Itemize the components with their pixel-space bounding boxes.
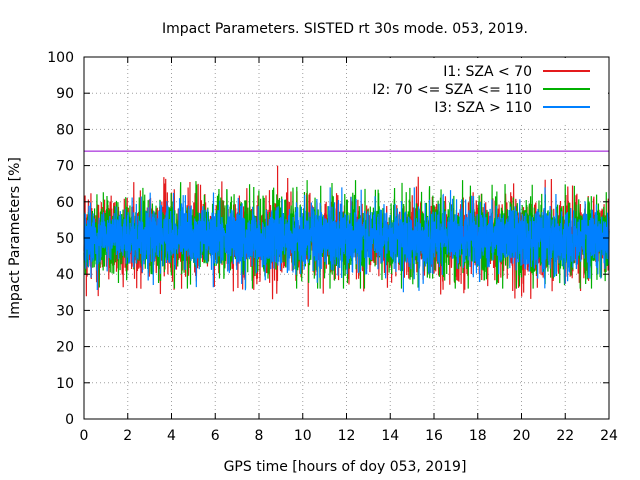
x-tick-label: 10 xyxy=(294,428,312,444)
y-tick-label: 0 xyxy=(65,412,74,428)
y-tick-label: 20 xyxy=(56,340,74,356)
x-tick-label: 4 xyxy=(167,428,176,444)
series-line xyxy=(83,187,610,293)
y-axis-label: Impact Parameters [%] xyxy=(7,157,23,319)
y-tick-label: 80 xyxy=(56,122,74,138)
plot-frame xyxy=(83,56,610,420)
x-axis-label: GPS time [hours of doy 053, 2019] xyxy=(224,459,467,475)
axis-ticks: 0 2 4 6 8 10 12 14 16 18 20 22 240102030405060708090… xyxy=(47,50,618,444)
y-tick-label: 60 xyxy=(56,195,74,211)
x-tick-label: 8 xyxy=(255,428,264,444)
y-tick-label: 40 xyxy=(56,267,74,283)
x-tick-label: 2 xyxy=(123,428,132,444)
chart-title: Impact Parameters. SISTED rt 30s mode. 0… xyxy=(162,21,528,37)
legend-label: I3: SZA > 110 xyxy=(434,100,532,116)
data-series xyxy=(83,165,610,307)
x-tick-label: 0 xyxy=(80,428,89,444)
x-tick-label: 22 xyxy=(556,428,574,444)
legend-label: I1: SZA < 70 xyxy=(443,64,532,80)
y-tick-label: 70 xyxy=(56,159,74,175)
y-tick-label: 100 xyxy=(47,50,74,66)
legend-label: I2: 70 <= SZA <= 110 xyxy=(372,82,532,98)
x-tick-label: 6 xyxy=(211,428,220,444)
y-tick-label: 30 xyxy=(56,303,74,319)
y-tick-label: 90 xyxy=(56,86,74,102)
y-tick-label: 50 xyxy=(56,231,74,247)
x-tick-label: 14 xyxy=(381,428,399,444)
x-tick-label: 18 xyxy=(469,428,487,444)
x-tick-label: 20 xyxy=(513,428,531,444)
x-tick-label: 16 xyxy=(425,428,443,444)
legend: I1: SZA < 70 I2: 70 <= SZA <= 110 I3: SZA … xyxy=(372,58,608,122)
y-tick-label: 10 xyxy=(56,376,74,392)
x-tick-label: 24 xyxy=(600,428,618,444)
x-tick-label: 12 xyxy=(338,428,356,444)
